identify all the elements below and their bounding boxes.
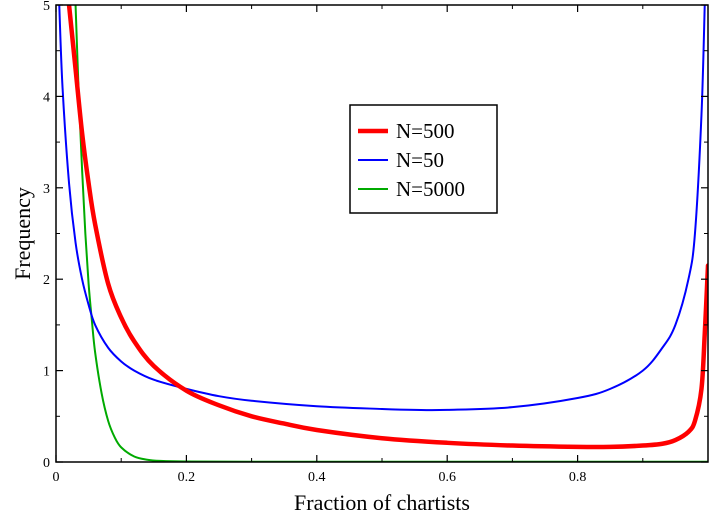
series-layer: [58, 5, 708, 462]
x-tick-label-3: 0.6: [438, 470, 456, 485]
y-tick-label-4: 4: [43, 90, 50, 105]
series-line-n-5000: [74, 5, 708, 462]
y-tick-label-2: 2: [43, 273, 50, 288]
ticks-layer: 0 0.2 0.4 0.6 0.8 0 1 2 3 4 5: [43, 0, 708, 485]
x-tick-label-4: 0.8: [569, 470, 587, 485]
legend: N=500 N=50 N=5000: [349, 104, 498, 214]
y-tick-label-0: 0: [43, 456, 50, 471]
x-tick-label-0: 0: [53, 470, 60, 485]
series-line-n-50: [58, 5, 706, 412]
y-axis-title: Frequency: [10, 187, 35, 280]
plot-frame: [55, 4, 709, 463]
legend-label-2: N=5000: [396, 177, 465, 201]
legend-label-1: N=50: [396, 148, 444, 172]
y-tick-label-5: 5: [43, 0, 50, 14]
series-line-n-500: [66, 5, 708, 450]
legend-label-0: N=500: [396, 119, 455, 143]
x-axis-title: Fraction of chartists: [294, 490, 470, 515]
x-tick-label-1: 0.2: [178, 470, 196, 485]
y-tick-label-1: 1: [43, 365, 50, 380]
x-tick-label-2: 0.4: [308, 470, 326, 485]
y-tick-label-3: 3: [43, 182, 50, 197]
